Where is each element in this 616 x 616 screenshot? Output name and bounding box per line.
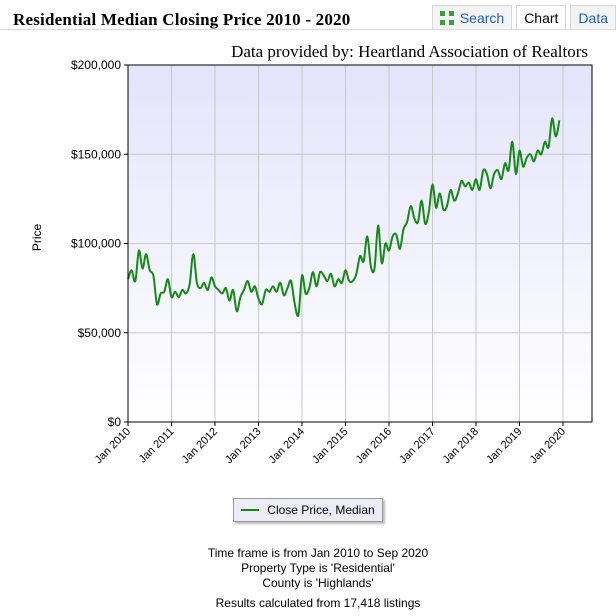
tab-chart-label: Chart	[524, 9, 559, 26]
x-tick-label: Jan 2017	[397, 426, 437, 466]
x-tick-label: Jan 2015	[310, 426, 350, 466]
tab-search-label: Search	[459, 9, 505, 26]
data-provider-note: Data provided by: Heartland Association …	[231, 42, 588, 61]
footer-county: County is 'Highlands'	[262, 576, 374, 590]
x-tick-label: Jan 2013	[223, 426, 263, 466]
footer-timeframe: Time frame is from Jan 2010 to Sep 2020	[207, 546, 429, 560]
plot-border	[127, 64, 593, 423]
footer-results: Results calculated from 17,418 listings	[215, 596, 421, 610]
tab-chart[interactable]: Chart	[516, 5, 567, 29]
chart-legend: Close Price, Median	[233, 498, 383, 522]
legend-swatch	[241, 509, 260, 511]
x-tick-label: Jan 2020	[528, 426, 568, 466]
series-line-close-price-median	[127, 117, 561, 318]
tab-data-label: Data	[578, 9, 608, 26]
y-axis-label: Price	[30, 224, 44, 252]
x-tick-label: Jan 2011	[137, 426, 177, 466]
x-tick-label: Jan 2012	[180, 426, 220, 466]
tab-data[interactable]: Data	[570, 5, 616, 29]
page-title: Residential Median Closing Price 2010 - …	[13, 10, 351, 29]
x-tick-label: Jan 2010	[93, 426, 133, 466]
tab-search[interactable]: Search	[431, 5, 513, 29]
y-tick-label: $200,000	[71, 58, 121, 72]
y-tick-label: $50,000	[78, 326, 122, 340]
y-tick-label: $0	[108, 415, 122, 429]
x-tick-label: Jan 2016	[354, 426, 394, 466]
footer-property-type: Property Type is 'Residential'	[241, 561, 395, 575]
y-tick-label: $100,000	[71, 237, 121, 251]
x-tick-label: Jan 2019	[484, 426, 524, 466]
header-divider	[0, 29, 616, 30]
view-tabs: Search Chart Data	[431, 5, 616, 29]
y-tick-label: $150,000	[71, 147, 121, 161]
x-tick-label: Jan 2018	[441, 426, 481, 466]
legend-label: Close Price, Median	[267, 503, 375, 517]
x-tick-label: Jan 2014	[267, 426, 307, 466]
expand-arrows-icon	[439, 10, 454, 25]
